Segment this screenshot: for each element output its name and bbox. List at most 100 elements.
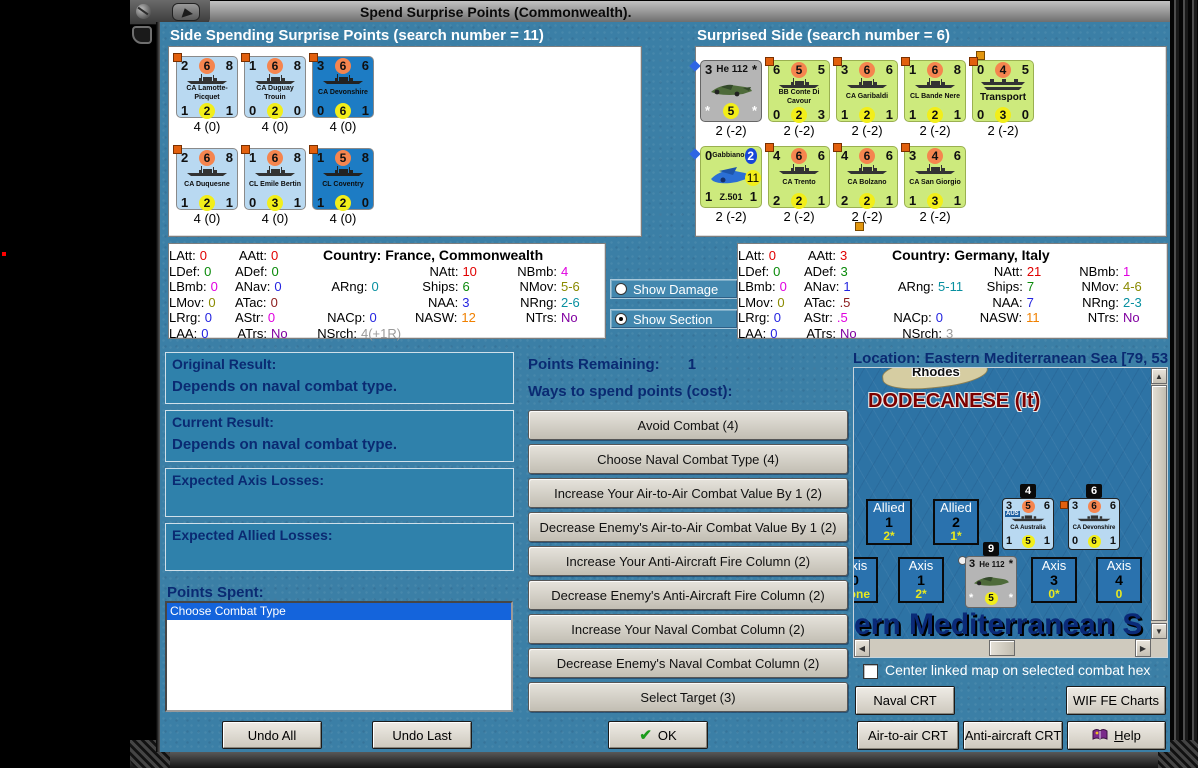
- collapse-button[interactable]: [172, 3, 200, 21]
- map-unit-counter[interactable]: 3 He 112 * * 5 *: [965, 556, 1017, 608]
- stat-label: ARng:: [897, 279, 935, 294]
- search-value: 4 (0): [261, 119, 289, 134]
- stat-value: No: [561, 310, 578, 325]
- vertical-scroll-thumb[interactable]: [1151, 385, 1167, 621]
- avoid-combat-button[interactable]: Avoid Combat (4): [528, 410, 848, 440]
- stat-label: NAtt:: [429, 263, 459, 279]
- undo-all-button[interactable]: Undo All: [222, 721, 322, 749]
- increase-naval-column-button[interactable]: Increase Your Naval Combat Column (2): [528, 614, 848, 644]
- stat-mid: 6: [859, 61, 875, 78]
- search-value: 2 (-2): [919, 123, 951, 138]
- scroll-right-icon[interactable]: ▶: [1135, 639, 1151, 657]
- unit-counter[interactable]: 0 Gabbiano 2 11 1 Z.501 1: [700, 146, 762, 208]
- show-section-radio[interactable]: Show Section: [610, 309, 738, 329]
- stat-right: 8: [293, 150, 301, 165]
- stat-label: LBmb:: [169, 279, 207, 294]
- aircraft-icon: [966, 571, 1016, 591]
- current-result-text: Depends on naval combat type.: [172, 436, 398, 453]
- stat-left: 0: [249, 103, 257, 118]
- stat-mid: 2: [859, 106, 875, 123]
- selection-marker-icon: [833, 57, 842, 66]
- box-value: 4: [1115, 571, 1123, 588]
- ok-button[interactable]: ✔ OK: [608, 721, 708, 749]
- ship-icon: [769, 78, 829, 89]
- axis-status-box[interactable]: Axis 1 2*: [898, 557, 944, 603]
- axis-status-box[interactable]: Axis 4 0: [1096, 557, 1142, 603]
- decrease-enemy-naval-column-button[interactable]: Decrease Enemy's Naval Combat Column (2): [528, 648, 848, 678]
- stat-mid: 5: [791, 61, 807, 78]
- combat-map[interactable]: Rhodes DODECANESE (It) Allied 1 2* Allie…: [853, 367, 1168, 658]
- center-map-checkbox[interactable]: [863, 664, 878, 679]
- stat-label: LAA:: [738, 325, 767, 341]
- stat-left: 0: [317, 103, 325, 118]
- stat-value: 12: [461, 310, 476, 325]
- scroll-up-icon[interactable]: ▲: [1151, 368, 1167, 384]
- ship-icon: [1003, 513, 1053, 522]
- map-horizontal-scrollbar[interactable]: ◀ ▶: [854, 639, 1151, 657]
- decrease-enemy-aa-fire-button[interactable]: Decrease Enemy's Anti-Aircraft Fire Colu…: [528, 580, 848, 610]
- axis-status-box[interactable]: Axis 0 None: [854, 557, 878, 603]
- points-spent-listbox[interactable]: Choose Combat Type: [165, 601, 513, 712]
- increase-aa-fire-button[interactable]: Increase Your Anti-Aircraft Fire Column …: [528, 546, 848, 576]
- map-vertical-scrollbar[interactable]: ▲ ▼: [1151, 368, 1167, 639]
- show-damage-radio[interactable]: Show Damage: [610, 279, 738, 299]
- stat-left: 4: [841, 148, 849, 163]
- points-remaining-label: Points Remaining:: [528, 356, 660, 373]
- points-remaining-value: 1: [687, 356, 697, 373]
- title-bar[interactable]: Spend Surprise Points (Commonwealth).: [148, 1, 1170, 23]
- stat-right: 6: [361, 58, 369, 73]
- horizontal-scroll-thumb[interactable]: [989, 640, 1015, 656]
- stat-mid: 5: [723, 102, 739, 119]
- wif-fe-charts-button[interactable]: WIF FE Charts: [1066, 686, 1166, 715]
- anti-aircraft-crt-button[interactable]: Anti-aircraft CRT: [963, 721, 1063, 750]
- scroll-down-icon[interactable]: ▼: [1151, 623, 1167, 639]
- decrease-enemy-air-combat-button[interactable]: Decrease Enemy's Air-to-Air Combat Value…: [528, 512, 848, 542]
- allied-status-box[interactable]: Allied 2 1*: [933, 499, 979, 545]
- points-spent-item[interactable]: Choose Combat Type: [167, 603, 511, 620]
- stat-value: No: [1123, 310, 1140, 325]
- stat-right: 2: [744, 147, 757, 164]
- help-button[interactable]: Help: [1067, 721, 1166, 750]
- unit-counter[interactable]: 3 He 112 * * 5 *: [700, 60, 762, 122]
- choose-naval-combat-type-button[interactable]: Choose Naval Combat Type (4): [528, 444, 848, 474]
- air-to-air-crt-button[interactable]: Air-to-air CRT: [857, 721, 959, 750]
- undo-last-button[interactable]: Undo Last: [372, 721, 472, 749]
- stat-mid: 4: [995, 61, 1011, 78]
- stat-label: LAtt:: [169, 248, 196, 263]
- scroll-left-icon[interactable]: ◀: [854, 639, 870, 657]
- surprised-stats-panel: LAtt: 0 AAtt: 3 Country: Germany, Italy LD…: [737, 243, 1168, 341]
- stat-mid: 6: [1087, 534, 1101, 548]
- box-sub: 0*: [1048, 587, 1060, 602]
- stat-right: 0: [293, 103, 301, 118]
- box-sub: 2*: [883, 529, 895, 544]
- stat-value: 0: [208, 294, 216, 310]
- select-target-button[interactable]: Select Target (3): [528, 682, 848, 712]
- axis-status-box[interactable]: Axis 3 0*: [1031, 557, 1077, 603]
- box-value: 1: [917, 571, 925, 588]
- allied-losses-title: Expected Allied Losses:: [172, 527, 333, 543]
- naval-crt-button[interactable]: Naval CRT: [855, 686, 955, 715]
- stat-left: 3: [317, 58, 325, 73]
- increase-air-combat-button[interactable]: Increase Your Air-to-Air Combat Value By…: [528, 478, 848, 508]
- allied-status-box[interactable]: Allied 1 2*: [866, 499, 912, 545]
- stat-value: 1: [843, 279, 851, 294]
- stat-left: 1: [705, 189, 713, 204]
- selection-marker-icon: [901, 143, 910, 152]
- stat-left: 3: [841, 62, 849, 77]
- stat-value: 0: [210, 279, 218, 294]
